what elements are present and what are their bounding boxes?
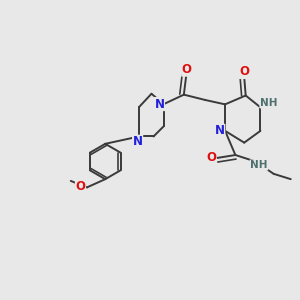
Text: NH: NH (250, 160, 268, 170)
Text: O: O (76, 180, 85, 193)
Text: NH: NH (260, 98, 278, 108)
Text: N: N (154, 98, 164, 111)
Text: N: N (215, 124, 225, 137)
Text: N: N (133, 135, 142, 148)
Text: O: O (206, 152, 216, 164)
Text: O: O (239, 65, 249, 79)
Text: O: O (182, 63, 192, 76)
